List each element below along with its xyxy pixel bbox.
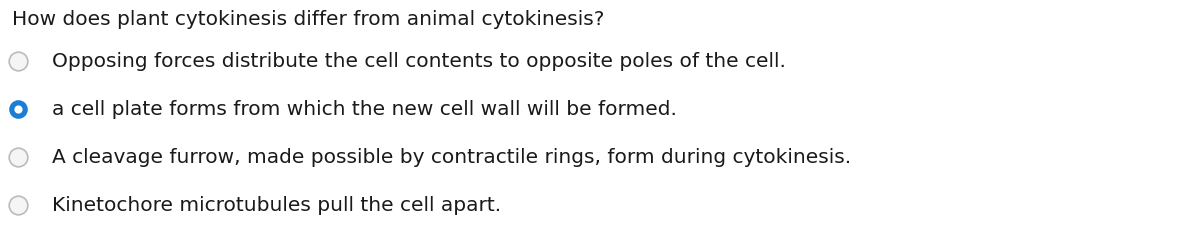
Text: a cell plate forms from which the new cell wall will be formed.: a cell plate forms from which the new ce… [52,100,677,118]
Point [8,60,28,64]
Point [8,108,28,112]
Text: A cleavage furrow, made possible by contractile rings, form during cytokinesis.: A cleavage furrow, made possible by cont… [52,148,851,166]
Point [8,108,28,112]
Point [8,155,28,159]
Text: Kinetochore microtubules pull the cell apart.: Kinetochore microtubules pull the cell a… [52,195,502,214]
Point [8,203,28,207]
Text: How does plant cytokinesis differ from animal cytokinesis?: How does plant cytokinesis differ from a… [12,10,605,29]
Text: Opposing forces distribute the cell contents to opposite poles of the cell.: Opposing forces distribute the cell cont… [52,52,786,71]
